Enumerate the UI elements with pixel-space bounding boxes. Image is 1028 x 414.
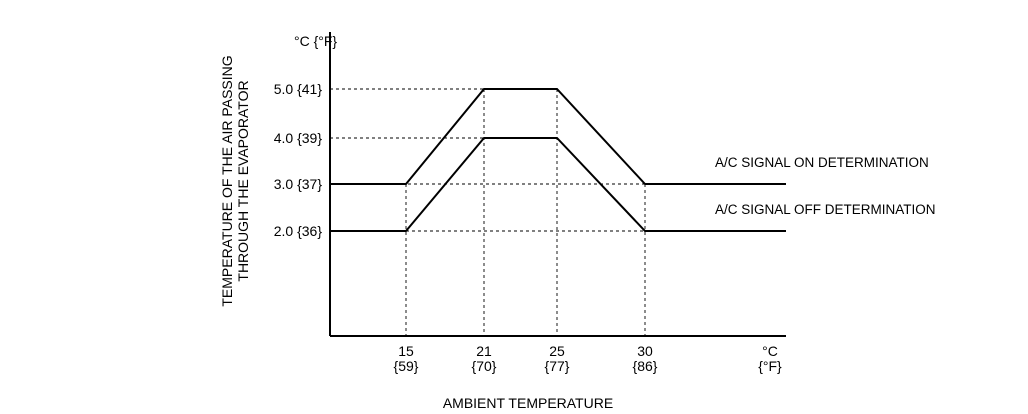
series-lines	[330, 88, 786, 232]
x-unit-sublabel: {°F}	[758, 358, 782, 374]
x-tick-label: 30	[637, 343, 653, 359]
series-label-signal-on: A/C SIGNAL ON DETERMINATION	[715, 155, 929, 170]
x-axis-title: AMBIENT TEMPERATURE	[443, 395, 613, 411]
y-axis-title-line: TEMPERATURE OF THE AIR PASSING	[219, 55, 235, 306]
x-tick-label: 15	[398, 343, 414, 359]
guide-lines	[330, 88, 646, 336]
x-tick-sublabel: {59}	[394, 358, 419, 374]
y-tick-label: 4.0 {39}	[274, 130, 323, 146]
x-tick-label: 21	[476, 343, 492, 359]
y-tick-label: 3.0 {37}	[274, 176, 323, 192]
x-tick-sublabel: {86}	[633, 358, 658, 374]
x-unit-label: °C	[762, 343, 778, 359]
y-tick-label: 2.0 {36}	[274, 223, 323, 239]
y-axis-title-line: THROUGH THE EVAPORATOR	[235, 80, 251, 281]
series-label-signal-off: A/C SIGNAL OFF DETERMINATION	[715, 202, 936, 217]
y-tick-label: 5.0 {41}	[274, 81, 323, 97]
x-tick-sublabel: {70}	[472, 358, 497, 374]
x-tick-label: 25	[549, 343, 565, 359]
series-line-signal-on	[330, 88, 786, 185]
chart-labels: 2.0 {36} 3.0 {37} 4.0 {39} 5.0 {41} 15{59} 21…	[219, 33, 936, 411]
series-line-signal-off	[330, 137, 786, 232]
y-unit-label: °C {°F}	[294, 33, 337, 49]
x-tick-sublabel: {77}	[545, 358, 570, 374]
